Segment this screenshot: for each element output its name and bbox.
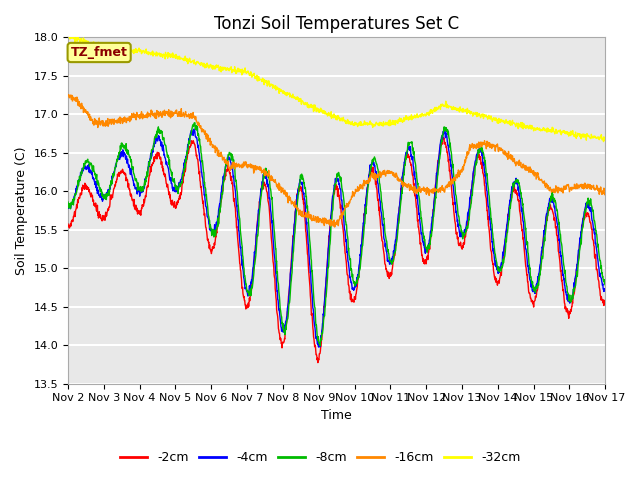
Y-axis label: Soil Temperature (C): Soil Temperature (C): [15, 146, 28, 275]
Legend: -2cm, -4cm, -8cm, -16cm, -32cm: -2cm, -4cm, -8cm, -16cm, -32cm: [115, 446, 525, 469]
Text: TZ_fmet: TZ_fmet: [70, 46, 127, 59]
Title: Tonzi Soil Temperatures Set C: Tonzi Soil Temperatures Set C: [214, 15, 460, 33]
X-axis label: Time: Time: [321, 409, 352, 422]
